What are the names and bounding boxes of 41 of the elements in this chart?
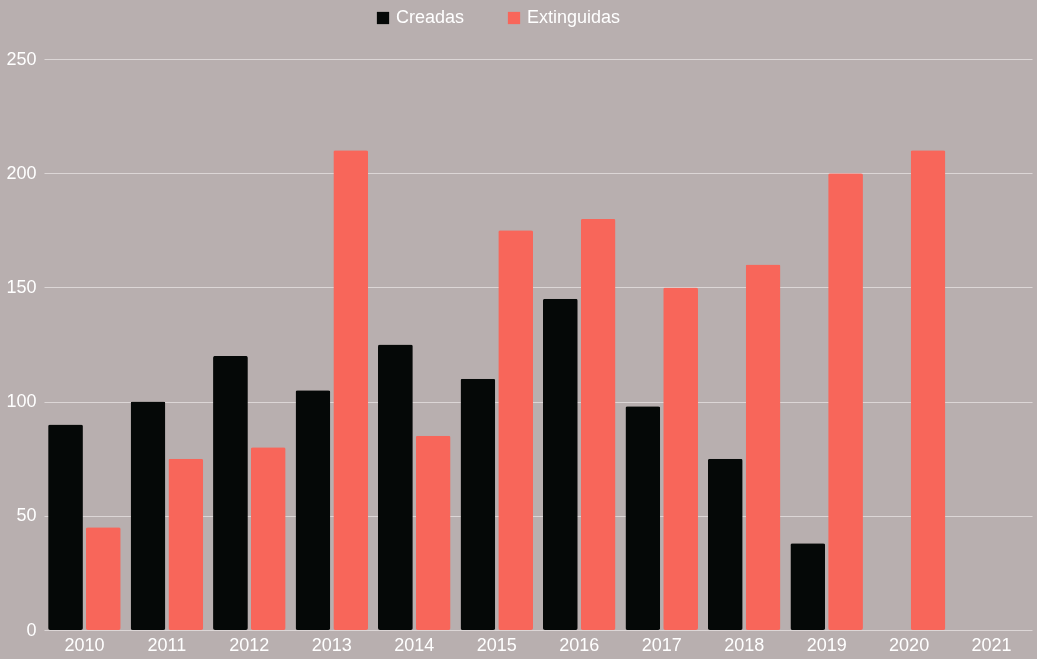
- bar: [460, 378, 496, 630]
- x-tick-label: 2013: [311, 634, 352, 655]
- y-tick-label: 100: [6, 391, 37, 412]
- bar: [378, 344, 413, 630]
- x-tick-label: 2016: [559, 634, 600, 655]
- bar: [415, 435, 451, 630]
- bar: [625, 406, 661, 630]
- x-tick-label: 2020: [889, 634, 930, 655]
- y-tick-label: 150: [6, 276, 37, 297]
- bar: [295, 390, 331, 630]
- bar: [213, 355, 248, 630]
- legend-label: Extinguidas: [527, 7, 621, 27]
- bar: [85, 527, 121, 630]
- bar: [663, 287, 698, 630]
- x-tick-label: 2019: [806, 634, 847, 655]
- x-tick-label: 2011: [147, 634, 187, 655]
- bar: [828, 173, 863, 630]
- bar: [333, 150, 369, 630]
- bar: [542, 298, 578, 630]
- x-tick-label: 2018: [724, 634, 765, 655]
- x-tick-label: 2017: [641, 634, 682, 655]
- bar: [910, 150, 946, 630]
- y-tick-label: 50: [16, 505, 37, 526]
- bar: [790, 543, 826, 630]
- y-tick-label: 250: [6, 48, 37, 69]
- bar: [48, 424, 83, 630]
- x-tick-label: 2021: [971, 634, 1012, 655]
- bar: [130, 401, 166, 630]
- x-tick-label: 2010: [64, 634, 105, 655]
- x-tick-label: 2014: [394, 634, 435, 655]
- y-tick-label: 0: [26, 619, 37, 640]
- legend-label: Creadas: [396, 7, 465, 27]
- x-tick-label: 2015: [476, 634, 517, 655]
- y-tick-label: 200: [6, 162, 37, 183]
- x-tick-label: 2012: [229, 634, 270, 655]
- bar: [168, 458, 204, 630]
- bar: [250, 447, 286, 630]
- bar: [498, 230, 534, 630]
- bar: [580, 218, 616, 630]
- bar: [707, 458, 743, 630]
- bar: [745, 264, 781, 630]
